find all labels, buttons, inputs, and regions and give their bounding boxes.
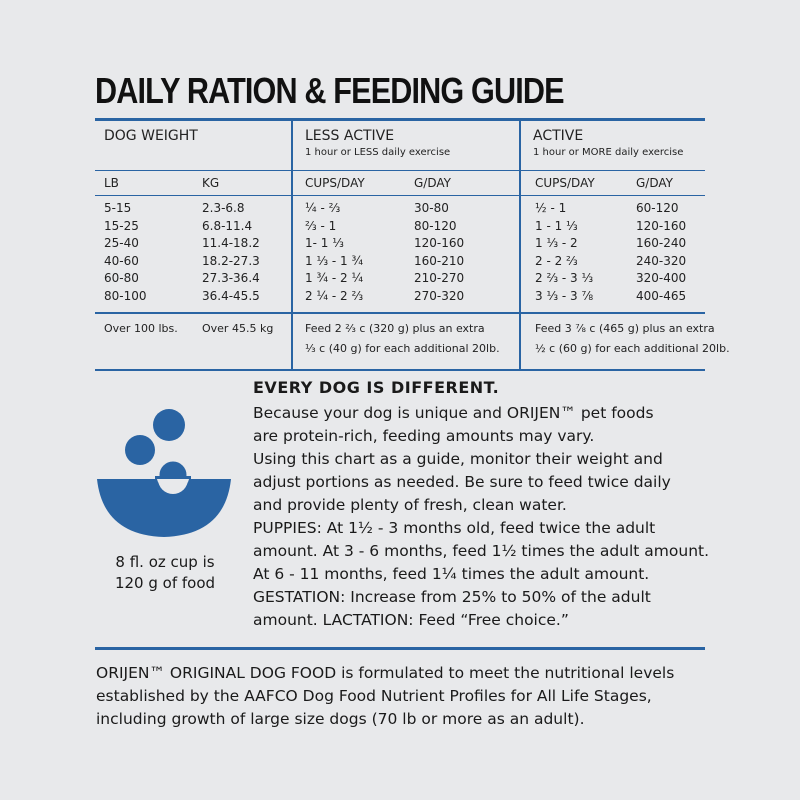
divider: [519, 120, 521, 370]
caption-line: 8 fl. oz cup is: [115, 553, 215, 571]
info-line: and provide plenty of fresh, clean water…: [253, 496, 567, 514]
info-line: are protein-rich, feeding amounts may va…: [253, 427, 595, 445]
page-title: DAILY RATION & FEEDING GUIDE: [95, 70, 565, 111]
table-cell: 36.4-45.5: [202, 288, 260, 303]
info-heading: EVERY DOG IS DIFFERENT.: [253, 378, 500, 397]
divider: [95, 170, 705, 171]
info-line: Because your dog is unique and ORIJEN™ p…: [253, 404, 654, 422]
table-cell: 160-240: [636, 236, 687, 250]
table-cell: 2 ⅔ - 3 ⅓: [535, 271, 594, 285]
over-active-1: Feed 3 ⅞ c (465 g) plus an extra: [535, 322, 715, 335]
table-cell: 25-40: [104, 236, 139, 250]
table-cell: 80-120: [414, 218, 457, 233]
divider: [95, 195, 705, 196]
table-cell: 320-400: [636, 271, 687, 285]
info-line: Using this chart as a guide, monitor the…: [253, 450, 663, 468]
info-text: EVERY DOG IS DIFFERENT. Because your dog…: [253, 376, 713, 632]
column-header: LB: [104, 176, 119, 190]
divider: [95, 369, 705, 371]
table-cell: 3 ⅓ - 3 ⅞: [535, 288, 594, 303]
column-header: CUPS/DAY: [535, 176, 595, 190]
info-line: PUPPIES: At 1½ - 3 months old, feed twic…: [253, 519, 656, 537]
footer-line: including growth of large size dogs (70 …: [96, 710, 585, 728]
table-cell: 27.3-36.4: [202, 271, 260, 285]
divider: [291, 120, 293, 370]
table-cell: 2.3-6.8: [202, 201, 245, 215]
table-cell: 1 ⅓ - 1 ¾: [305, 253, 364, 268]
info-line: At 6 - 11 months, feed 1¼ times the adul…: [253, 565, 650, 583]
group-dog-weight: DOG WEIGHT: [104, 128, 198, 144]
footer-line: ORIJEN™ ORIGINAL DOG FOOD is formulated …: [96, 664, 675, 682]
over-less-active-1: Feed 2 ⅔ c (320 g) plus an extra: [305, 322, 485, 335]
info-line: amount. LACTATION: Feed “Free choice.”: [253, 611, 569, 629]
table-cell: 1 ⅓ - 2: [535, 236, 578, 250]
bowl-icon: [97, 409, 231, 537]
table-cell: 6.8-11.4: [202, 218, 253, 233]
footer-text: ORIJEN™ ORIGINAL DOG FOOD is formulated …: [96, 662, 716, 731]
over-less-active-2: ⅓ c (40 g) for each additional 20lb.: [305, 342, 500, 355]
divider: [95, 118, 705, 121]
table-cell: 40-60: [104, 253, 139, 268]
info-line: amount. At 3 - 6 months, feed 1½ times t…: [253, 542, 710, 560]
group-less-active: LESS ACTIVE: [305, 128, 395, 144]
table-cell: 270-320: [414, 288, 465, 303]
table-cell: 1 ¾ - 2 ¼: [305, 271, 364, 285]
column-header: CUPS/DAY: [305, 176, 365, 190]
caption-line: 120 g of food: [114, 574, 216, 592]
table-cell: 30-80: [414, 201, 449, 215]
column-header: G/DAY: [414, 176, 451, 190]
divider: [95, 647, 705, 650]
over-lb: Over 100 lbs.: [104, 322, 178, 335]
table-cell: 400-465: [636, 288, 687, 303]
table-cell: 1 - 1 ⅓: [535, 218, 578, 233]
table-cell: 120-160: [414, 236, 465, 250]
table-cell: ¼ - ⅔: [305, 201, 341, 215]
over-active-2: ½ c (60 g) for each additional 20lb.: [535, 342, 730, 355]
divider: [95, 312, 705, 314]
table-cell: 11.4-18.2: [202, 236, 260, 250]
footer-line: established by the AAFCO Dog Food Nutrie…: [96, 687, 652, 705]
table-cell: 5-15: [104, 201, 132, 215]
table-cell: 2 ¼ - 2 ⅔: [305, 288, 364, 303]
table-cell: 60-120: [636, 201, 679, 215]
info-line: GESTATION: Increase from 25% to 50% of t…: [253, 588, 651, 606]
table-cell: 160-210: [414, 253, 465, 268]
group-less-active-sub: 1 hour or LESS daily exercise: [305, 147, 451, 158]
table-cell: 210-270: [414, 271, 465, 285]
group-active: ACTIVE: [533, 128, 584, 144]
table-cell: 60-80: [104, 271, 139, 285]
column-header: KG: [202, 176, 220, 190]
table-cell: 2 - 2 ⅔: [535, 253, 578, 268]
group-active-sub: 1 hour or MORE daily exercise: [533, 147, 684, 158]
table-cell: 15-25: [104, 218, 139, 233]
table-cell: ½ - 1: [535, 201, 567, 215]
table-cell: 18.2-27.3: [202, 253, 260, 268]
over-kg: Over 45.5 kg: [202, 322, 274, 335]
table-cell: 1- 1 ⅓: [305, 236, 344, 250]
table-cell: 240-320: [636, 253, 687, 268]
table-cell: ⅔ - 1: [305, 218, 337, 233]
table-cell: 120-160: [636, 218, 687, 233]
column-header: G/DAY: [636, 176, 673, 190]
info-line: adjust portions as needed. Be sure to fe…: [253, 473, 671, 491]
table-cell: 80-100: [104, 288, 147, 303]
cup-caption: 8 fl. oz cup is 120 g of food: [95, 552, 235, 594]
